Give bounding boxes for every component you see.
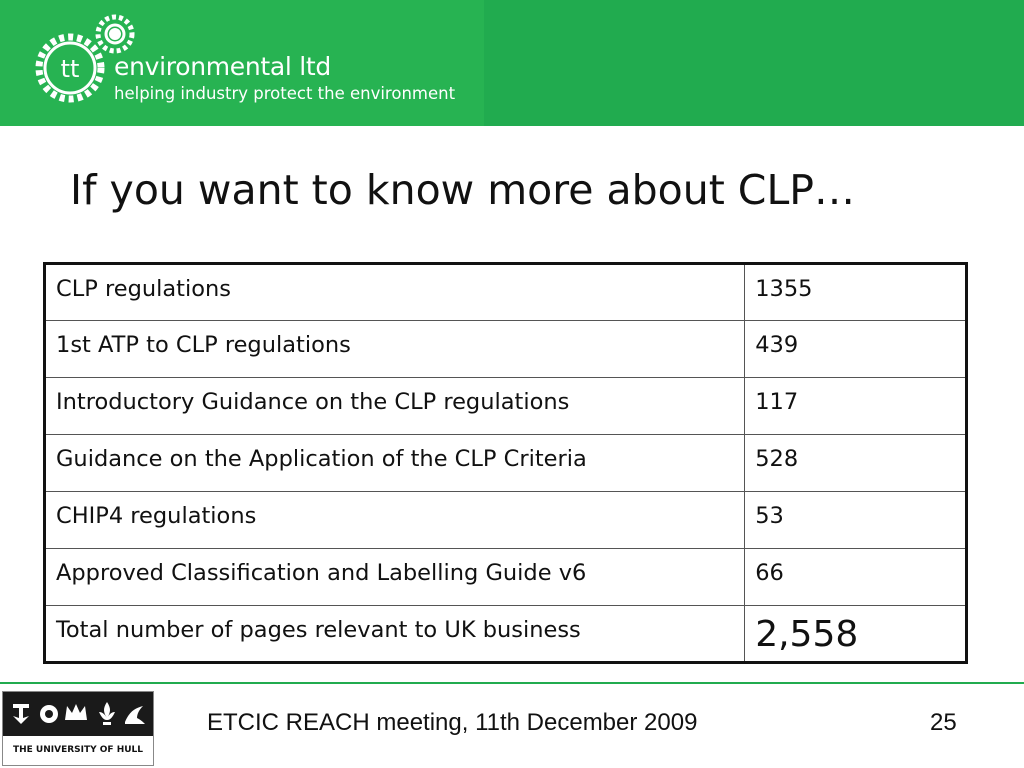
- row-label: 1st ATP to CLP regulations: [43, 320, 746, 378]
- table-row: 1st ATP to CLP regulations 439: [43, 320, 967, 378]
- header-logo-panel: [0, 0, 484, 126]
- row-label: CLP regulations: [43, 263, 746, 321]
- page-number: 25: [930, 709, 957, 736]
- total-value: 2,558: [744, 605, 967, 663]
- pages-table: CLP regulations 1355 1st ATP to CLP regu…: [43, 262, 968, 664]
- row-value: 117: [744, 377, 967, 435]
- row-label: Guidance on the Application of the CLP C…: [43, 434, 746, 492]
- header-banner: tt environmental ltd helping industry pr…: [0, 0, 1024, 126]
- logo-text: tt: [61, 55, 80, 83]
- table-row: CLP regulations 1355: [43, 263, 967, 321]
- crest-symbols-icon: [13, 702, 145, 725]
- row-label: Introductory Guidance on the CLP regulat…: [43, 377, 746, 435]
- row-value: 66: [744, 548, 967, 606]
- total-label: Total number of pages relevant to UK bus…: [43, 605, 746, 663]
- table-row: Guidance on the Application of the CLP C…: [43, 434, 967, 492]
- table-row: Approved Classification and Labelling Gu…: [43, 548, 967, 606]
- row-label: CHIP4 regulations: [43, 491, 746, 549]
- row-label: Approved Classification and Labelling Gu…: [43, 548, 746, 606]
- footer-divider: [0, 682, 1024, 684]
- row-value: 1355: [744, 263, 967, 321]
- row-value: 53: [744, 491, 967, 549]
- table-row-total: Total number of pages relevant to UK bus…: [43, 605, 967, 663]
- brand-name: environmental ltd: [114, 52, 331, 81]
- slide-title: If you want to know more about CLP…: [70, 166, 856, 214]
- brand-tagline: helping industry protect the environment: [114, 84, 456, 103]
- tt-gear-logo-icon: tt: [35, 14, 135, 103]
- table-row: Introductory Guidance on the CLP regulat…: [43, 377, 967, 435]
- table-row: CHIP4 regulations 53: [43, 491, 967, 549]
- university-name: THE UNIVERSITY OF HULL: [12, 745, 144, 755]
- university-logo: THE UNIVERSITY OF HULL: [2, 691, 154, 766]
- row-value: 528: [744, 434, 967, 492]
- row-value: 439: [744, 320, 967, 378]
- footer-meeting-text: ETCIC REACH meeting, 11th December 2009: [207, 709, 698, 736]
- university-crest-band: [3, 692, 153, 736]
